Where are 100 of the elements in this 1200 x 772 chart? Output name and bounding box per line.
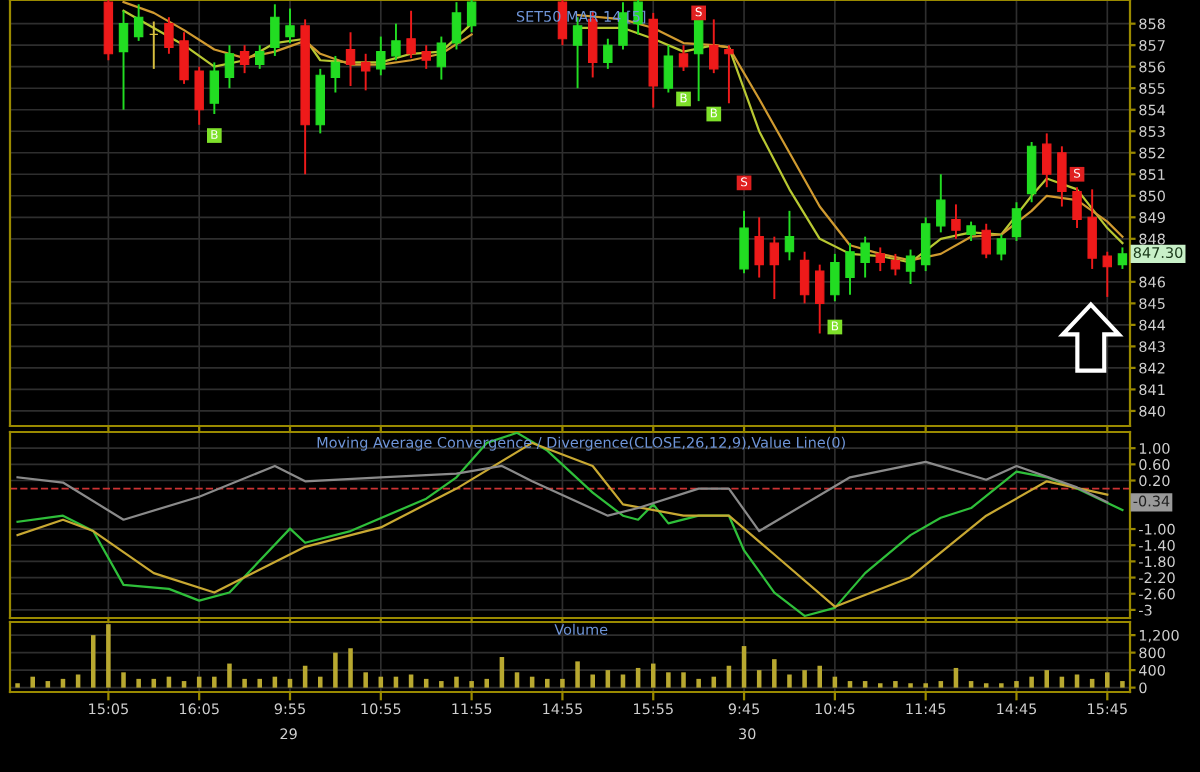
bar: [151, 678, 157, 688]
candlestick: [724, 44, 734, 105]
bar: [696, 678, 701, 688]
bar: [862, 681, 868, 688]
candlestick: [133, 3, 144, 42]
bar: [287, 678, 293, 688]
bar: [1014, 681, 1019, 688]
bar: [242, 678, 247, 688]
candlestick: [376, 35, 386, 77]
bar: [787, 674, 792, 688]
bar: [1089, 678, 1095, 688]
bar: [560, 678, 565, 688]
candlestick: [118, 9, 129, 111]
candlestick: [678, 44, 689, 72]
bar: [1120, 681, 1125, 688]
candlestick: [330, 54, 341, 94]
bar: [136, 678, 141, 688]
bar: [348, 648, 353, 688]
candlestick: [436, 35, 447, 81]
bar: [227, 663, 232, 688]
candlestick: [663, 44, 674, 94]
candlestick: [255, 44, 265, 70]
candlestick: [466, 0, 477, 34]
bar: [817, 665, 822, 688]
bar: [257, 678, 262, 688]
bar: [439, 681, 444, 688]
candlestick: [1117, 246, 1128, 270]
candlestick: [1072, 186, 1082, 230]
candlestick: [754, 216, 764, 279]
bar: [484, 678, 490, 688]
candlestick: [1102, 250, 1113, 298]
candlestick: [179, 31, 189, 85]
candlestick: [557, 0, 568, 47]
candlestick: [860, 235, 870, 279]
bar: [90, 635, 96, 688]
candlestick: [799, 250, 810, 305]
candlestick: [875, 246, 885, 273]
candlestick: [951, 203, 961, 240]
candlestick: [285, 7, 295, 44]
bar: [590, 674, 595, 688]
candlestick: [815, 263, 825, 335]
bar: [1044, 670, 1050, 688]
bar: [772, 659, 777, 688]
candlestick: [709, 18, 719, 75]
candlestick: [618, 1, 628, 51]
candlestick: [224, 44, 235, 90]
bar: [1029, 676, 1034, 688]
bar: [423, 678, 429, 688]
candlestick: [194, 65, 204, 126]
bar: [756, 670, 762, 688]
candlestick: [345, 31, 356, 88]
candlestick: [406, 9, 416, 60]
candlestick: [391, 22, 401, 62]
candlestick: [784, 209, 795, 262]
candlestick: [845, 242, 855, 296]
candlestick: [936, 173, 946, 234]
bar: [30, 676, 35, 688]
candlestick: [905, 248, 916, 285]
bar: [605, 670, 611, 688]
bar: [469, 681, 474, 688]
bar: [333, 652, 338, 688]
bar: [847, 681, 853, 688]
bar: [893, 681, 898, 688]
candlestick: [360, 52, 371, 92]
candlestick: [451, 1, 462, 51]
bar: [454, 676, 459, 688]
bar: [802, 670, 807, 688]
bar: [575, 661, 580, 688]
candlestick: [1011, 201, 1022, 242]
candlestick: [769, 235, 780, 301]
candlestick: [1026, 141, 1037, 204]
bar: [968, 681, 974, 688]
candlestick: [1042, 132, 1052, 189]
bar: [514, 672, 520, 688]
candlestick: [920, 216, 931, 273]
bar: [121, 672, 126, 688]
candlestick: [164, 16, 174, 55]
candlestick: [421, 44, 431, 70]
candlestick: [830, 252, 840, 303]
candlestick: [209, 61, 220, 115]
bar: [635, 667, 641, 688]
bar: [650, 663, 656, 688]
bar: [212, 676, 217, 688]
bar: [45, 681, 51, 688]
bar: [1105, 672, 1110, 688]
candlestick: [1087, 188, 1097, 270]
bar: [363, 672, 368, 688]
candlestick: [239, 44, 250, 75]
candlestick: [603, 37, 613, 70]
bar: [545, 678, 550, 688]
bar: [953, 667, 959, 688]
bar: [681, 672, 686, 688]
line-series: [16, 460, 1109, 533]
bar: [938, 681, 944, 688]
bar: [181, 681, 187, 688]
bar: [60, 678, 66, 688]
candlestick: [1057, 145, 1067, 208]
candlestick: [890, 252, 901, 277]
candlestick: [996, 233, 1007, 262]
bar: [666, 672, 671, 688]
